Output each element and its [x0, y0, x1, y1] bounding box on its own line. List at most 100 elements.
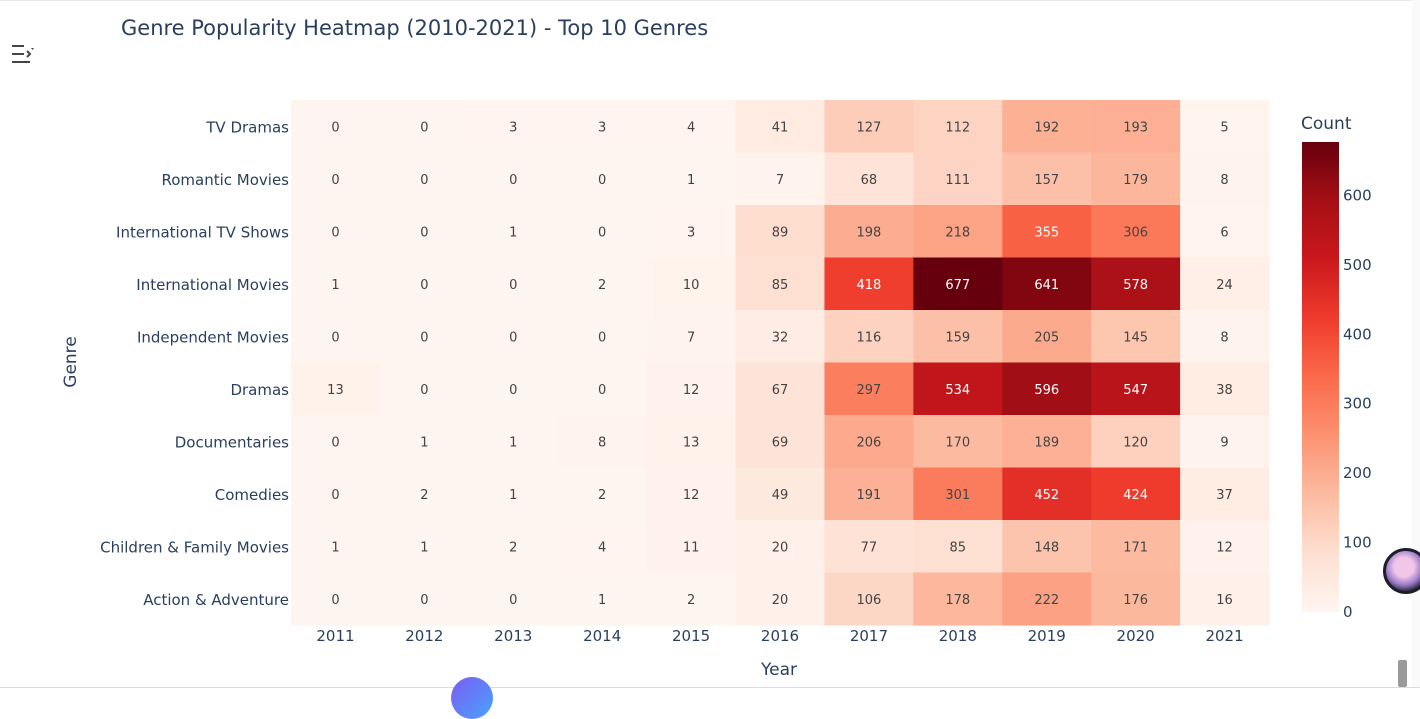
heatmap-cell-label: 0: [331, 593, 339, 608]
assistant-avatar-icon[interactable]: [1383, 548, 1420, 594]
heatmap-cell-label: 1: [509, 225, 517, 240]
heatmap-cell: [913, 362, 1003, 416]
heatmap-cell-label: 205: [1034, 330, 1059, 345]
heatmap-cell: [1002, 152, 1092, 206]
heatmap-cell: [468, 415, 559, 469]
heatmap-cell-label: 0: [598, 330, 606, 345]
heatmap-cell-label: 7: [776, 173, 784, 188]
colorbar-tick-label: 200: [1343, 464, 1372, 482]
heatmap-cell: [913, 257, 1003, 311]
y-tick-label: Romantic Movies: [161, 171, 289, 189]
colorbar-tick-label: 0: [1343, 603, 1353, 621]
heatmap-cell: [1180, 100, 1270, 154]
heatmap-cell-label: 418: [856, 278, 881, 293]
page-scrollbar-thumb[interactable]: [1398, 660, 1407, 687]
heatmap-cell: [557, 310, 648, 364]
heatmap-chart: 0 0 3 3 4 41 127 112 192 193 50 0 0 0 1 7 68 111 157 179 80 0…: [61, 100, 1372, 680]
heatmap-cell-label: 0: [598, 173, 606, 188]
heatmap-cell-label: 1: [509, 435, 517, 450]
collapse-menu-icon[interactable]: [10, 43, 36, 65]
heatmap-cell-label: 1: [420, 435, 428, 450]
heatmap-cell-label: 218: [945, 225, 970, 240]
heatmap-cell: [646, 415, 737, 469]
heatmap-cell: [735, 520, 826, 574]
heatmap-cell-label: 1: [331, 540, 339, 555]
heatmap-cell-label: 67: [772, 383, 789, 398]
heatmap-cell-label: 0: [420, 173, 428, 188]
heatmap-cell: [1002, 467, 1092, 521]
x-tick-label: 2019: [1028, 627, 1066, 645]
y-tick-label: International Movies: [136, 276, 289, 294]
heatmap-cell: [1002, 572, 1092, 626]
heatmap-cell: [1002, 415, 1092, 469]
heatmap-cell-label: 38: [1216, 383, 1233, 398]
y-tick-label: TV Dramas: [205, 118, 289, 136]
heatmap-cell-label: 1: [598, 593, 606, 608]
heatmap-cell: [735, 467, 826, 521]
heatmap-cell-label: 1: [420, 540, 428, 555]
heatmap-cell: [1091, 205, 1181, 259]
heatmap-cell: [646, 467, 737, 521]
heatmap-cell: [291, 310, 381, 364]
heatmap-cell-label: 37: [1216, 488, 1233, 503]
heatmap-cell: [1091, 152, 1181, 206]
heatmap-cell: [735, 205, 826, 259]
heatmap-cell: [468, 520, 559, 574]
x-tick-label: 2011: [316, 627, 354, 645]
heatmap-cell-label: 297: [856, 383, 881, 398]
x-tick-label: 2021: [1205, 627, 1243, 645]
heatmap-cell: [1180, 415, 1270, 469]
heatmap-cell-label: 49: [772, 488, 789, 503]
heatmap-cell: [557, 205, 648, 259]
heatmap-cell: [1002, 100, 1092, 154]
heatmap-cell: [557, 572, 648, 626]
heatmap-cell: [1002, 362, 1092, 416]
heatmap-cell-label: 198: [856, 225, 881, 240]
heatmap-cell: [1002, 520, 1092, 574]
x-tick-label: 2014: [583, 627, 621, 645]
heatmap-cell: [1180, 205, 1270, 259]
heatmap-cell-label: 77: [861, 540, 878, 555]
heatmap-cell-label: 5: [1220, 120, 1228, 135]
heatmap-cell: [1180, 152, 1270, 206]
x-tick-label: 2016: [761, 627, 799, 645]
y-axis-tick-labels: TV Dramas Romantic Movies International TV…: [100, 118, 289, 609]
x-tick-label: 2018: [939, 627, 977, 645]
colorbar-tick-label: 400: [1343, 325, 1372, 343]
heatmap-cell: [1091, 572, 1181, 626]
heatmap-cells: [291, 100, 1270, 626]
heatmap-cell: [735, 152, 826, 206]
heatmap-cell-label: 189: [1034, 435, 1059, 450]
heatmap-cell-label: 8: [1220, 173, 1228, 188]
x-axis-tick-labels: 2011 2012 2013 2014 2015 2016 2017 2018 2019 2020…: [316, 627, 1243, 645]
heatmap-cell-label: 12: [683, 383, 700, 398]
heatmap-cell-label: 111: [945, 173, 970, 188]
heatmap-cell: [557, 467, 648, 521]
heatmap-cell: [824, 415, 914, 469]
heatmap-cell: [913, 310, 1003, 364]
heatmap-cell: [1180, 362, 1270, 416]
y-tick-label: Action & Adventure: [143, 591, 289, 609]
heatmap-cell-label: 6: [1220, 225, 1228, 240]
heatmap-cell: [913, 520, 1003, 574]
heatmap-cell: [468, 572, 559, 626]
heatmap-cell-label: 355: [1034, 225, 1059, 240]
y-axis-title: Genre: [61, 336, 81, 387]
heatmap-cell: [646, 152, 737, 206]
heatmap-cell: [824, 205, 914, 259]
heatmap-cell-label: 2: [687, 593, 695, 608]
heatmap-cell: [379, 572, 470, 626]
heatmap-cell-label: 12: [683, 488, 700, 503]
heatmap-cell-label: 2: [509, 540, 517, 555]
heatmap-cell-label: 222: [1034, 593, 1059, 608]
colorbar-tick-label: 500: [1343, 256, 1372, 274]
heatmap-cell: [824, 257, 914, 311]
assistant-bubble-icon[interactable]: [451, 677, 493, 719]
heatmap-cell-label: 0: [420, 278, 428, 293]
heatmap-cell: [1091, 310, 1181, 364]
colorbar-title: Count: [1301, 114, 1352, 134]
page-scrollbar-track[interactable]: [1412, 0, 1420, 687]
y-tick-label: Dramas: [230, 381, 289, 399]
heatmap-cell: [468, 152, 559, 206]
heatmap-cell: [735, 572, 826, 626]
